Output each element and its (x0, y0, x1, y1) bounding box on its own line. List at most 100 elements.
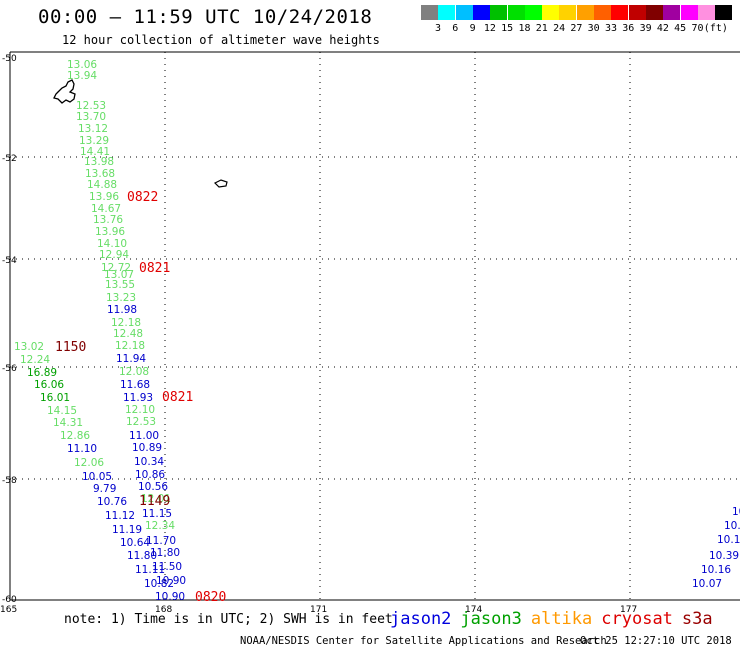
longitude-label: 168 (155, 605, 172, 615)
scale-swatch (542, 5, 560, 20)
wave-height-reading: 10.39 (709, 550, 739, 562)
wave-height-reading: 13.96 (95, 226, 125, 238)
wave-height-reading: 11.70 (146, 535, 176, 547)
scale-label: 45 (674, 23, 687, 34)
wave-height-reading: 13.76 (93, 214, 123, 226)
scale-label: 39 (639, 23, 652, 34)
wave-height-reading: 13.29 (79, 135, 109, 147)
wave-height-reading: 13.23 (106, 292, 136, 304)
longitude-label: 174 (465, 605, 482, 615)
satellite-legend-s3a: s3a (681, 609, 713, 629)
scale-label: 24 (553, 23, 566, 34)
wave-height-reading: 16.89 (27, 367, 57, 379)
longitude-label: 177 (620, 605, 637, 615)
wave-height-reading: 10.05 (82, 471, 112, 483)
wave-height-reading: 12.86 (60, 430, 90, 442)
scale-label: 33 (604, 23, 618, 34)
wave-height-reading: 12.94 (99, 249, 129, 261)
wave-height-reading: 10.90 (155, 591, 185, 603)
footer-date: Oct 25 12:27:10 UTC 2018 (580, 635, 732, 647)
map-title: 00:00 – 11:59 UTC 10/24/2018 (38, 6, 373, 28)
wave-height-reading: 11.68 (120, 379, 150, 391)
scale-swatch (594, 5, 611, 20)
satellite-legend-altika: altika (530, 609, 593, 629)
satellite-legend-jason2: jason2 (390, 609, 452, 629)
wave-height-reading: 12.18 (111, 317, 141, 329)
scale-swatch (507, 5, 525, 20)
scale-label: 15 (501, 23, 514, 34)
wave-height-reading: 14.67 (91, 203, 121, 215)
scale-swatch (524, 5, 542, 20)
scale-label: 70 (691, 23, 704, 34)
wave-height-reading: 13.02 (14, 341, 44, 353)
pass-time-label: 0821 (162, 390, 193, 405)
latitude-label: -56 (2, 364, 17, 374)
wave-height-reading: 11.94 (116, 353, 146, 365)
wave-height-reading: 11.00 (129, 430, 159, 442)
wave-height-reading: 12.34 (145, 520, 175, 532)
wave-height-reading: 11.11 (135, 564, 165, 576)
wave-height-reading: 10. (724, 520, 740, 532)
map-subtitle: 12 hour collection of altimeter wave hei… (62, 33, 380, 47)
campbell-island-outline (213, 179, 228, 188)
wave-height-reading: 10.1 (717, 534, 740, 546)
wave-height-reading: 12.24 (20, 354, 50, 366)
wave-height-reading: 13.07 (104, 269, 134, 281)
pass-time-label: 1149 (139, 494, 170, 509)
scale-label: 6 (452, 23, 459, 34)
wave-height-reading: 14.10 (97, 238, 127, 250)
wave-height-reading: 11.19 (112, 524, 142, 536)
wave-height-reading: 11.50 (152, 561, 182, 573)
wave-height-reading: 13.55 (105, 279, 135, 291)
scale-label: 9 (469, 23, 476, 34)
pass-time-label: 0820 (195, 590, 226, 605)
scale-swatch (715, 5, 733, 20)
scale-label: 42 (656, 23, 669, 34)
wave-height-reading: 11.80 (127, 550, 157, 562)
wave-height-reading: 12.53 (76, 100, 106, 112)
wave-height-reading: 13.12 (78, 123, 108, 135)
wave-height-reading: 10 (732, 506, 740, 518)
pass-time-label: 0821 (139, 261, 170, 276)
longitude-label: 165 (0, 605, 17, 615)
scale-swatch (663, 5, 681, 20)
wave-height-reading: 10.56 (138, 481, 168, 493)
scale-swatch (559, 5, 577, 20)
satellite-legend: jason2 jason3 altika cryosat s3a (390, 609, 722, 629)
wave-height-reading: 10.90 (156, 575, 186, 587)
longitude-label: 171 (310, 605, 327, 615)
satellite-legend-cryosat: cryosat (601, 609, 673, 629)
latitude-label: -58 (2, 476, 17, 486)
wave-height-reading: 10.89 (132, 442, 162, 454)
wave-height-reading: 10.82 (144, 578, 174, 590)
wave-height-reading: 11.98 (107, 304, 137, 316)
pass-time-labels: 0822 0821 1150 0821 1149 0820 (55, 190, 226, 605)
scale-label: 12 (483, 23, 496, 34)
scale-swatch (628, 5, 646, 20)
wave-height-readings: 13.0613.9412.5313.7013.1213.2914.4113.98… (14, 59, 740, 603)
scale-label: 3 (434, 23, 442, 34)
wave-height-reading: 10.76 (97, 496, 127, 508)
auckland-islands-outline (53, 79, 76, 104)
wave-height-reading: 12.18 (115, 340, 145, 352)
wave-height-reading: 9.79 (93, 483, 116, 495)
wave-height-reading: 12.10 (125, 404, 155, 416)
wave-height-reading: 10.34 (134, 456, 164, 468)
scale-label: 27 (570, 23, 583, 34)
wave-height-reading: 11.10 (67, 443, 97, 455)
scale-swatch (455, 5, 473, 20)
wave-height-reading: 13.06 (67, 59, 97, 71)
scale-label: (ft) (703, 23, 728, 34)
latitude-label: -52 (2, 154, 17, 164)
wave-height-reading: 14.41 (80, 146, 110, 158)
wave-height-reading: 14.31 (53, 417, 83, 429)
wave-height-reading: 11.93 (123, 392, 153, 404)
latitude-label: -60 (2, 595, 17, 605)
latitude-label: -54 (2, 256, 17, 266)
scale-swatch (576, 5, 594, 20)
scale-label: 36 (622, 23, 635, 34)
wave-height-reading: 10.07 (692, 578, 722, 590)
scale-swatch (472, 5, 490, 20)
scale-label: 30 (587, 23, 600, 34)
